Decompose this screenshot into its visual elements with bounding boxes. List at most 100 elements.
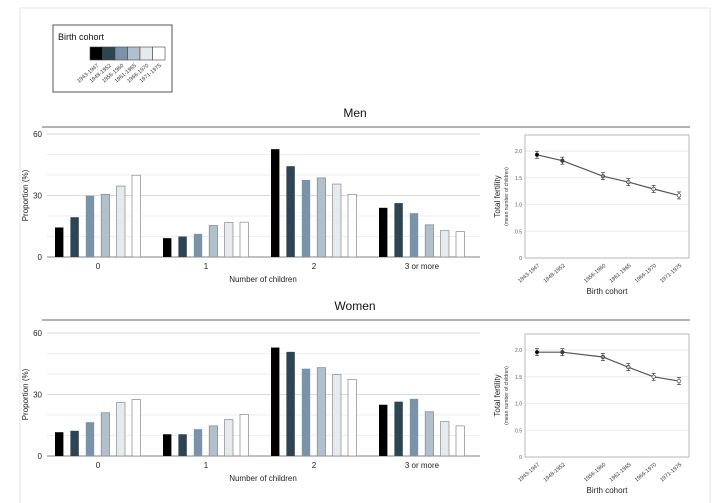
y-tick-label: 0 <box>519 256 522 262</box>
x-tick-label: 1 <box>204 262 209 271</box>
y-tick-label: 2.0 <box>515 348 522 354</box>
y-tick-label: 0 <box>38 253 43 262</box>
bar <box>224 222 234 258</box>
x-tick-label: 0 <box>96 461 101 470</box>
bar <box>70 217 79 257</box>
bar <box>424 411 434 457</box>
y-axis-sublabel: (mean number of children) <box>504 366 510 425</box>
bar <box>271 347 280 456</box>
bar <box>440 421 450 457</box>
data-point <box>626 179 631 185</box>
y-axis-label: Total fertility <box>493 175 502 217</box>
x-tick-label: 2 <box>312 262 317 271</box>
legend-swatch <box>152 46 166 61</box>
y-axis-sublabel: (mean number of children) <box>504 167 510 226</box>
bar <box>455 231 465 258</box>
bar <box>100 412 110 457</box>
legend: Birth cohort1943-19471948-19521956-19601… <box>52 24 173 93</box>
bar <box>193 429 203 456</box>
panel-title: Men <box>343 106 366 120</box>
bar <box>347 193 357 258</box>
x-tick-label: 1956-1960 <box>583 263 607 285</box>
bar <box>70 430 79 456</box>
bar <box>116 402 126 457</box>
x-tick-label: 0 <box>96 262 101 271</box>
y-tick-label: 0.5 <box>515 229 522 235</box>
bar <box>178 434 187 456</box>
x-tick-label: 1943-1947 <box>517 462 541 484</box>
y-tick-label: 30 <box>33 391 42 400</box>
y-axis-label: Total fertility <box>493 374 502 416</box>
line-chart-men: 0 0.5 1.0 1.5 2.0 1943-1947 1948-1952 1956-1960… <box>493 134 690 296</box>
bar <box>394 401 403 456</box>
bar <box>239 414 249 457</box>
fertility-line <box>536 154 680 197</box>
legend-swatch <box>102 46 116 61</box>
legend-swatch <box>89 46 103 61</box>
data-point <box>600 354 606 360</box>
x-tick-label: 3 or more <box>405 461 440 470</box>
legend-swatch <box>114 46 128 61</box>
bar-chart-women: 0 30 60 Proportion (%) 0 1 2 3 or more Number of… <box>21 329 480 483</box>
bar <box>55 227 64 257</box>
legend-swatch <box>139 46 153 61</box>
y-tick-label: 1.5 <box>515 176 522 182</box>
data-point <box>534 152 540 157</box>
bar <box>224 419 234 457</box>
y-tick-label: 0 <box>38 452 43 461</box>
bar <box>85 195 95 257</box>
data-point <box>676 193 682 198</box>
data-point <box>651 374 656 379</box>
bar <box>455 425 465 457</box>
panel-title: Women <box>334 299 375 313</box>
y-tick-label: 0.5 <box>515 428 522 434</box>
bar <box>208 225 218 258</box>
x-axis-label: Number of children <box>229 275 297 284</box>
bar <box>409 398 419 456</box>
data-point <box>560 158 565 163</box>
x-tick-label: 1956-1960 <box>583 462 607 484</box>
legend-title: Birth cohort <box>58 32 105 42</box>
y-tick-label: 2.0 <box>515 149 522 155</box>
x-tick-label: 1966-1970 <box>634 462 658 484</box>
bar <box>131 399 141 457</box>
bar <box>116 185 126 258</box>
bar <box>131 174 141 258</box>
plot-border <box>524 333 690 458</box>
bar <box>347 378 357 457</box>
y-tick-label: 0 <box>519 455 522 461</box>
bar <box>332 183 342 258</box>
bar <box>379 404 388 456</box>
bar <box>193 233 203 257</box>
x-tick-label: 1943-1947 <box>517 263 541 285</box>
bar <box>100 193 110 258</box>
data-point <box>651 186 656 192</box>
bar <box>178 236 187 257</box>
y-tick-label: 1.5 <box>515 375 522 381</box>
bar <box>286 166 295 257</box>
bar <box>301 368 311 456</box>
bar-chart-men: 0 30 60 Proportion (%) 0 1 2 3 or more Number of… <box>21 130 480 284</box>
data-point <box>676 378 682 384</box>
x-tick-label: 1971-1975 <box>659 462 683 484</box>
bar <box>239 221 249 258</box>
bar <box>55 432 64 456</box>
y-tick-label: 30 <box>33 192 42 201</box>
fertility-line <box>537 351 680 382</box>
data-point <box>534 350 540 355</box>
y-axis-label: Proportion (%) <box>21 169 30 221</box>
bar <box>332 374 342 457</box>
legend-swatch <box>127 46 141 61</box>
y-axis-label: Proportion (%) <box>21 368 30 420</box>
x-tick-label: 1948-1952 <box>543 263 567 285</box>
plot-border <box>524 134 690 259</box>
x-axis-label: Birth cohort <box>587 486 629 495</box>
bar <box>440 230 450 258</box>
bar <box>424 224 434 258</box>
line-chart-women: 0 0.5 1.0 1.5 2.0 1943-1947 1948-1952 1956-1960… <box>493 333 690 495</box>
bar <box>394 203 403 257</box>
bar <box>316 177 326 258</box>
bar <box>163 434 172 456</box>
y-tick-label: 60 <box>33 130 42 139</box>
